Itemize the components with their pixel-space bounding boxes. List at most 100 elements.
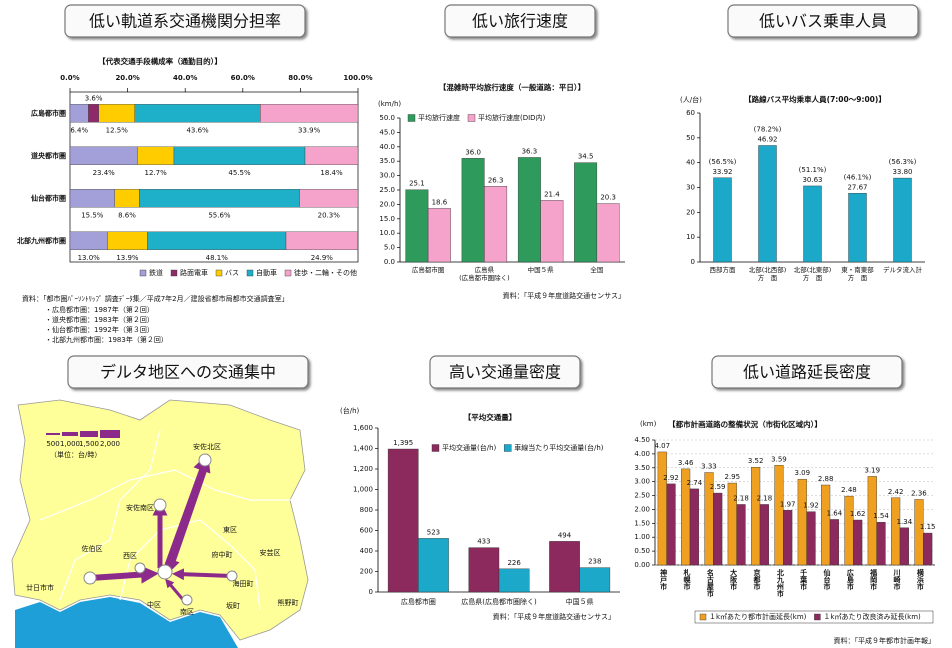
bar-segment (69, 189, 115, 208)
data-label: 3.19 (864, 466, 880, 474)
ratio-label: (46.1%) (844, 173, 872, 181)
place-label: 安芸区 (260, 548, 281, 557)
legend-swatch (246, 269, 254, 277)
bar (461, 158, 485, 263)
x-tick-label: 名古屋市 (706, 568, 714, 598)
bar-segment (137, 146, 175, 165)
data-label: 6.4% (70, 126, 88, 134)
bar-segment (114, 189, 140, 208)
ratio-label: (78.2%) (754, 125, 782, 133)
ratio-label: (56.3%) (889, 158, 917, 166)
bar-segment (88, 104, 99, 123)
y-tick-label: 10 (686, 233, 695, 241)
data-label: 2.74 (687, 479, 703, 487)
bar (387, 448, 419, 593)
y-tick-label: 35.0 (379, 157, 395, 165)
heading: デルタ地区への交通集中 (100, 363, 276, 382)
x-tick-label: 40.0% (173, 74, 197, 82)
flow-arrow (168, 461, 210, 572)
x-tick-label: 0.0% (60, 74, 79, 82)
x-tick-label: 北九州市 (776, 568, 785, 598)
bar (848, 193, 867, 263)
heading-box (727, 4, 919, 38)
y-tick-label: 0 (691, 258, 695, 266)
legend-label: 車線当たり平均交通量(台/h) (514, 443, 604, 452)
x-tick-label: 川崎市 (893, 569, 902, 591)
bar (923, 532, 933, 566)
note: ・広島都市圏：1987年（第２回） (45, 305, 154, 314)
legend-swatch (215, 269, 223, 277)
x-tick-label: 神戸市 (660, 568, 668, 591)
source: 資料：「平成９年度道路交通センサス」 (503, 291, 625, 300)
legend-label: 1,000 (60, 440, 80, 448)
data-label: 2.18 (733, 494, 749, 502)
bar-segment (69, 104, 89, 123)
y-tick-label: 10.0 (379, 229, 395, 237)
data-label: 36.0 (465, 148, 481, 156)
data-label: 1,395 (393, 439, 413, 447)
data-label: 1.54 (873, 512, 889, 520)
bar-segment (173, 146, 306, 165)
bar (713, 177, 732, 263)
x-tick-label: 京都市 (753, 568, 762, 591)
x-tick-label: 広島県 (広島都市圏除く) (459, 266, 510, 282)
legend-label: 平均交通量(台/h) (442, 443, 497, 452)
data-label: 24.9% (311, 254, 334, 262)
x-tick-label: 北部(北西部) 方 面 (748, 266, 787, 282)
data-label: 1.62 (850, 510, 866, 518)
bar (596, 203, 620, 263)
x-tick-label: 福岡市 (870, 568, 879, 591)
heading: 低いバス乗車人員 (759, 12, 887, 31)
data-label: 13.0% (78, 254, 101, 262)
bar-segment (69, 146, 138, 165)
data-label: 12.7% (145, 169, 168, 177)
data-label: 1.64 (827, 509, 843, 517)
x-tick-label: デルタ流入計 (883, 266, 922, 274)
data-label: 433 (477, 538, 490, 546)
data-label: 48.1% (206, 254, 229, 262)
bar-segment (98, 104, 136, 123)
x-tick-label: 全国 (590, 266, 604, 274)
node (153, 498, 167, 512)
bar (666, 483, 676, 566)
bar-segment (299, 189, 359, 208)
y-tick-label: 4.00 (634, 450, 650, 458)
data-label: 33.92 (712, 168, 732, 176)
y-tick-label: 1,400 (353, 445, 373, 453)
data-label: 12.5% (106, 126, 129, 134)
bar (803, 185, 822, 263)
x-tick-label: 広島都市圏 (401, 597, 436, 606)
legend-label: 鉄道 (149, 268, 163, 277)
place-label: 海田町 (233, 579, 254, 588)
bar (657, 451, 667, 566)
y-tick-label: 20 (686, 208, 695, 216)
bar (893, 177, 912, 263)
source: 資料：「平成９年度道路交通センサス」 (493, 612, 615, 621)
node (181, 594, 193, 606)
district-border (39, 469, 300, 521)
place-label: 坂町 (226, 601, 240, 610)
data-label: 55.6% (208, 211, 231, 219)
bar-segment (260, 104, 359, 123)
bar (405, 189, 429, 263)
y-tick-label: 2.50 (634, 492, 650, 500)
heading: 低い旅行速度 (472, 12, 568, 31)
legend-bar (46, 433, 60, 435)
heading-box (429, 355, 581, 389)
y-tick-label: 25.0 (379, 186, 395, 194)
legend-swatch (814, 613, 821, 621)
bar (517, 157, 541, 263)
legend-swatch (284, 269, 292, 277)
node (198, 453, 212, 467)
data-label: 2.92 (663, 474, 679, 482)
data-label: 26.3 (488, 176, 504, 184)
legend-swatch (699, 613, 707, 621)
bar (689, 488, 699, 566)
heading-box (67, 355, 309, 389)
data-label: 2.88 (818, 475, 834, 483)
data-label: 34.5 (578, 153, 594, 161)
data-label: 523 (427, 528, 440, 536)
bar (853, 519, 863, 566)
x-tick-label: 東・南東部 方 面 (841, 266, 874, 282)
note: ・北部九州都市圏：1983年（第２回） (45, 335, 168, 344)
